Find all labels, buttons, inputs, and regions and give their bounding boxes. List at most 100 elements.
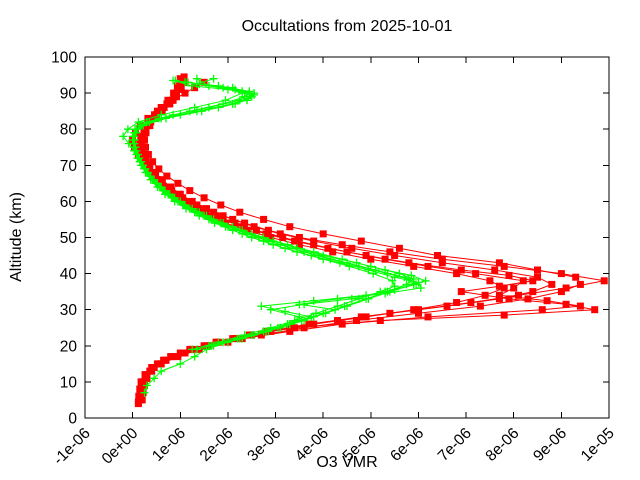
occultation-series-red-marker: [486, 277, 494, 285]
occultation-series-red-marker: [453, 299, 461, 306]
occultation-series-red-marker: [286, 327, 294, 335]
occultation-series-red-marker: [457, 266, 465, 274]
occultation-series-green-marker: [343, 302, 351, 311]
occultation-series-green-marker: [157, 114, 166, 123]
occultation-series-red-marker: [534, 266, 541, 274]
occultation-series-green-marker: [135, 157, 144, 166]
occultation-series-green-marker: [335, 258, 344, 267]
occultation-series-green-marker: [309, 296, 318, 305]
occultation-series-green-marker: [150, 374, 159, 383]
occultation-series-red-marker: [495, 282, 503, 290]
occultation-series-red-marker: [150, 364, 158, 371]
occultation-series-red-marker: [391, 252, 399, 259]
y-tick-label: 50: [60, 230, 78, 247]
occultation-series-red-marker: [173, 93, 180, 101]
occultation-series-green-marker: [153, 183, 162, 191]
occultation-series-red-marker: [495, 291, 503, 299]
occultation-series-red-line: [138, 82, 595, 400]
occultation-series-red-marker: [291, 237, 299, 245]
occultation-series-red-marker: [200, 78, 208, 86]
occultation-series-red-marker: [158, 176, 166, 184]
occultation-series-green-marker: [243, 94, 251, 103]
occultation-series-red-marker: [353, 317, 360, 324]
occultation-series-red-marker: [319, 230, 327, 238]
occultation-series-green-marker: [221, 222, 230, 231]
occultation-series-green-marker: [235, 334, 244, 343]
occultation-series-green-marker: [345, 262, 354, 271]
occultation-series-red-marker: [144, 114, 152, 122]
occultation-series-green-marker: [390, 282, 399, 291]
occultation-series-red-marker: [279, 234, 287, 241]
occultation-series-red-marker: [348, 244, 356, 252]
occultation-series-green-marker: [295, 300, 304, 309]
occultation-series-red-marker: [143, 371, 151, 379]
occultation-series-green-marker: [259, 237, 268, 246]
occultation-series-green-marker: [231, 85, 240, 94]
occultation-series-red-marker: [510, 284, 518, 292]
occultation-series-red-marker: [162, 356, 170, 364]
occultation-series-green-line: [132, 80, 422, 347]
occultation-series-green-marker: [381, 289, 390, 298]
y-tick-label: 40: [60, 266, 78, 283]
occultation-series-red-marker: [572, 273, 580, 281]
y-tick-label: 80: [60, 122, 78, 139]
occultation-series-red-marker: [260, 215, 268, 223]
occultation-series-green-marker: [158, 186, 167, 195]
occultation-series-red-marker: [188, 197, 196, 205]
occultation-series-green-marker: [285, 320, 294, 329]
occultation-series-green-marker: [123, 125, 132, 134]
occultation-series-red-marker: [557, 270, 565, 278]
occultation-series-green-marker: [167, 193, 176, 202]
occultation-series-red-marker: [438, 259, 446, 267]
x-tick-label: 0e+00: [99, 425, 142, 468]
y-tick-label: 70: [60, 158, 78, 175]
occultation-series-red-marker: [257, 331, 265, 339]
occultation-series-red-marker: [210, 208, 218, 216]
occultation-series-green-marker: [331, 305, 340, 314]
occultation-series-green-line: [132, 78, 418, 347]
y-tick-label: 90: [60, 86, 78, 103]
plot-frame: [84, 56, 610, 419]
occultation-series-green-marker: [141, 168, 150, 177]
y-tick-label: 0: [68, 411, 77, 428]
occultation-series-red-marker: [310, 320, 318, 328]
occultation-series-red-marker: [338, 241, 346, 249]
occultation-series-green-marker: [176, 359, 185, 368]
data-series-layer: [119, 73, 608, 408]
occultation-series-green-marker: [383, 269, 392, 278]
occultation-series-green-marker: [142, 381, 151, 390]
occultation-series-red-marker: [170, 89, 178, 97]
occultation-series-green-marker: [214, 338, 223, 347]
x-tick-label: 8e-06: [482, 425, 522, 465]
occultation-series-red-marker: [505, 295, 513, 303]
occultation-series-red-marker: [376, 317, 384, 324]
occultation-series-green-marker: [262, 327, 270, 336]
occultation-series-red-marker: [515, 291, 522, 299]
occultation-series-red-marker: [576, 280, 584, 288]
occultation-series-red-marker: [186, 187, 194, 195]
occultation-series-green-marker: [151, 179, 160, 188]
occultation-series-red-marker: [217, 201, 225, 209]
y-tick-label: 30: [60, 302, 78, 319]
occultation-series-red-marker: [253, 226, 260, 234]
occultation-series-red-marker: [141, 136, 148, 144]
occultation-series-green-marker: [390, 273, 399, 282]
occultation-series-green-marker: [257, 302, 266, 311]
occultation-series-green-marker: [266, 323, 275, 332]
occultation-series-green-marker: [128, 136, 137, 144]
occultation-series-red-marker: [160, 104, 168, 111]
x-tick-label: 6e-06: [387, 425, 427, 465]
y-tick-label: 20: [60, 338, 78, 355]
occultation-series-green-marker: [204, 215, 213, 224]
occultation-series-red-marker: [481, 291, 489, 299]
occultation-series-red-line: [137, 76, 605, 402]
occultation-series-red-marker: [136, 396, 144, 404]
occultation-series-green-marker: [137, 121, 146, 130]
y-tick-label: 60: [60, 194, 78, 211]
occultation-series-red-marker: [173, 82, 181, 90]
occultation-series-red-marker: [174, 353, 182, 361]
occultation-series-green-marker: [281, 307, 290, 316]
occultation-series-red-marker: [324, 244, 332, 252]
x-axis-label: O3 VMR: [316, 454, 377, 471]
occultation-series-red-marker: [410, 262, 418, 270]
